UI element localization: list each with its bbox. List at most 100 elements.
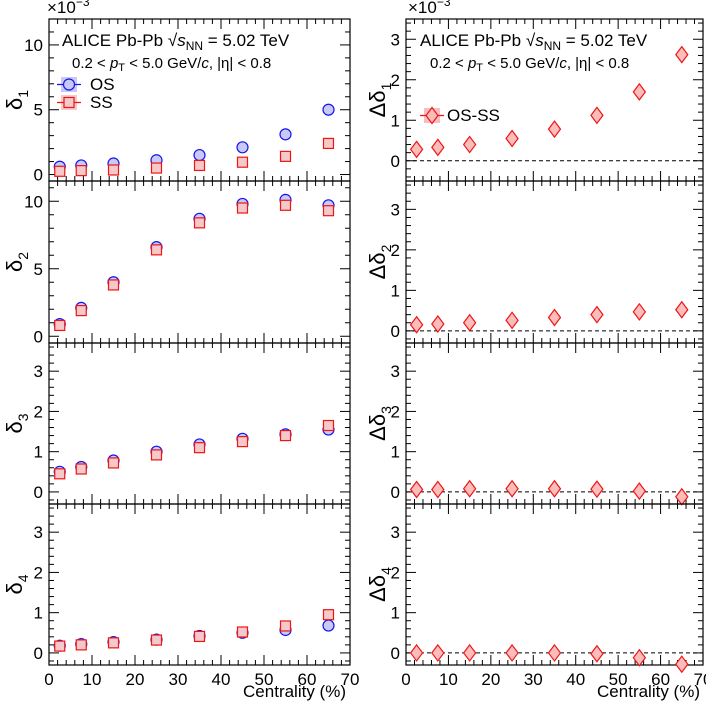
os-ss-point <box>409 643 424 662</box>
os-ss-point <box>547 120 562 139</box>
right-kinematics-label: 0.2 < pT < 5.0 GeV/c, |η| < 0.8 <box>430 55 629 74</box>
ss-point <box>150 162 163 174</box>
y-tick-label: 0 <box>34 327 43 346</box>
os-ss-point <box>547 479 562 498</box>
x-tick-label: 30 <box>169 670 188 689</box>
x-tick-label: 10 <box>83 670 102 689</box>
right-panel-3: 0 1 2 3 Δδ3 <box>365 342 704 506</box>
ss-point <box>279 150 292 162</box>
left-multiplier: ×10−3 <box>47 0 90 17</box>
ss-point <box>322 137 335 150</box>
os-ss-point <box>590 305 604 324</box>
left-kinematics-label: 0.2 < pT < 5.0 GeV/c, |η| < 0.8 <box>72 55 271 74</box>
ss-point <box>107 164 120 176</box>
y-tick-label: 5 <box>34 101 43 120</box>
left-panel-2-frame <box>48 180 351 344</box>
right-panel-4-ylabel: Δδ4 <box>365 567 394 602</box>
legend-left: OS SS <box>57 75 115 112</box>
ss-point <box>236 436 249 448</box>
x-tick-label: 0 <box>401 670 410 689</box>
ss-point <box>54 319 66 332</box>
y-tick-label: 2 <box>391 402 400 421</box>
y-tick-label: 2 <box>34 563 43 582</box>
os-ss-point <box>547 643 562 662</box>
y-tick-label: 2 <box>391 241 400 260</box>
os-ss-point <box>409 480 424 499</box>
ss-point <box>279 429 292 442</box>
legend-os-marker <box>62 78 76 91</box>
x-tick-label: 10 <box>439 670 458 689</box>
os-point <box>322 619 335 632</box>
ss-point <box>193 159 206 172</box>
os-ss-point <box>505 129 519 148</box>
right-panel-4-frame <box>405 503 704 666</box>
y-tick-label: 0 <box>391 322 400 341</box>
right-panel-3-ylabel: Δδ3 <box>365 406 394 441</box>
ss-point <box>322 609 335 621</box>
os-ss-point <box>632 302 647 321</box>
right-energy-label: ALICE Pb-Pb √sNN = 5.02 TeV <box>420 31 648 53</box>
os-ss-point <box>462 135 477 154</box>
ss-point <box>279 620 292 632</box>
y-tick-label: 0 <box>34 166 43 185</box>
ss-point <box>54 468 66 480</box>
os-ss-point <box>632 648 647 667</box>
ss-point <box>236 156 249 168</box>
legend-ss-label: SS <box>90 93 113 112</box>
os-ss-point <box>409 140 424 159</box>
y-tick-label: 3 <box>391 362 400 381</box>
os-ss-point <box>675 487 689 506</box>
y-tick-label: 2 <box>34 402 43 421</box>
y-tick-label: 0 <box>34 644 43 663</box>
y-tick-label: 1 <box>34 443 43 462</box>
y-tick-label: 0 <box>391 152 400 171</box>
x-tick-label: 50 <box>609 670 628 689</box>
y-tick-label: 2 <box>391 563 400 582</box>
y-tick-label: 1 <box>34 604 43 623</box>
x-tick-label: 20 <box>481 670 500 689</box>
ss-point <box>75 639 87 651</box>
os-ss-point <box>590 106 604 125</box>
left-panel-4: 0 1 2 3 δ4 0 10 20 30 40 50 60 70 <box>2 503 359 689</box>
ss-point <box>150 449 163 461</box>
y-tick-label: 1 <box>391 443 400 462</box>
ss-point <box>279 199 292 211</box>
y-tick-label: 1 <box>391 111 400 130</box>
left-panel-3-ylabel: δ3 <box>2 413 31 433</box>
left-panel-1-ylabel: δ1 <box>2 90 31 110</box>
right-panel-1: 0 1 2 3 Δδ1 <box>365 18 704 182</box>
y-tick-label: 0 <box>34 483 43 502</box>
left-panel-3-frame <box>48 342 351 505</box>
x-tick-label: 40 <box>212 670 231 689</box>
legend-diff-label: OS-SS <box>447 106 500 125</box>
x-tick-label: 20 <box>126 670 145 689</box>
ss-point <box>107 637 120 649</box>
os-ss-point <box>431 138 445 157</box>
os-ss-point <box>462 643 477 662</box>
ss-point <box>75 165 87 177</box>
x-tick-label: 40 <box>566 670 585 689</box>
os-ss-point <box>632 82 647 101</box>
left-x-axis-title: Centrality (%) <box>243 682 346 701</box>
ss-point <box>75 463 87 475</box>
ss-point <box>322 419 335 432</box>
ss-point <box>236 626 249 638</box>
ss-point <box>236 202 249 214</box>
os-ss-point <box>675 45 689 64</box>
ss-point <box>54 640 66 652</box>
right-panel-1-ylabel: Δδ1 <box>365 82 394 117</box>
right-multiplier: ×10−3 <box>408 0 451 17</box>
right-x-axis-title: Centrality (%) <box>597 682 700 701</box>
x-tick-label: 60 <box>298 670 317 689</box>
y-tick-label: 3 <box>34 362 43 381</box>
right-panel-2: 0 1 2 3 Δδ2 <box>365 180 704 344</box>
os-ss-point <box>547 308 562 327</box>
left-energy-label: ALICE Pb-Pb √sNN = 5.02 TeV <box>62 31 290 53</box>
right-panel-2-ylabel: Δδ2 <box>365 244 394 279</box>
os-ss-point <box>505 311 519 330</box>
os-point <box>193 148 206 162</box>
os-ss-point <box>462 479 477 498</box>
ss-point <box>75 305 87 317</box>
y-tick-label: 3 <box>391 200 400 219</box>
